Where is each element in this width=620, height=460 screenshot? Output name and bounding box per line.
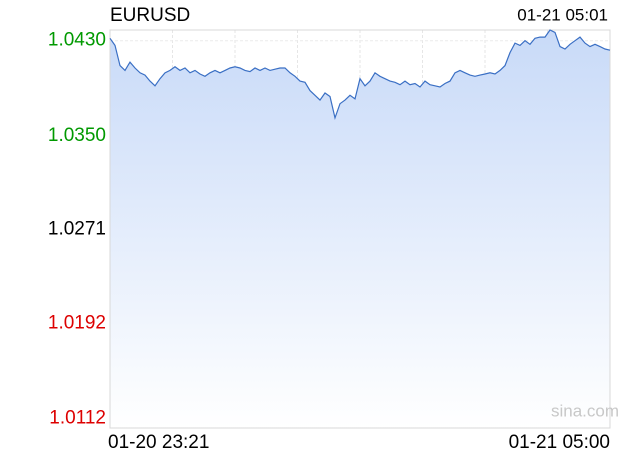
chart-title: EURUSD — [110, 5, 190, 26]
timestamp: 01-21 05:01 — [517, 5, 608, 24]
x-tick-label: 01-21 05:00 — [509, 432, 610, 453]
y-tick-label: 1.0112 — [49, 408, 106, 429]
x-tick-label: 01-20 23:21 — [108, 432, 209, 453]
watermark: sina.com — [551, 401, 619, 420]
y-tick-label: 1.0430 — [48, 30, 106, 51]
y-tick-label: 1.0192 — [48, 312, 106, 333]
area-fill — [110, 30, 610, 428]
price-line — [109, 29, 611, 121]
y-tick-label: 1.0271 — [48, 219, 106, 240]
y-tick-label: 1.0350 — [48, 125, 106, 146]
plot-frame — [109, 29, 611, 429]
